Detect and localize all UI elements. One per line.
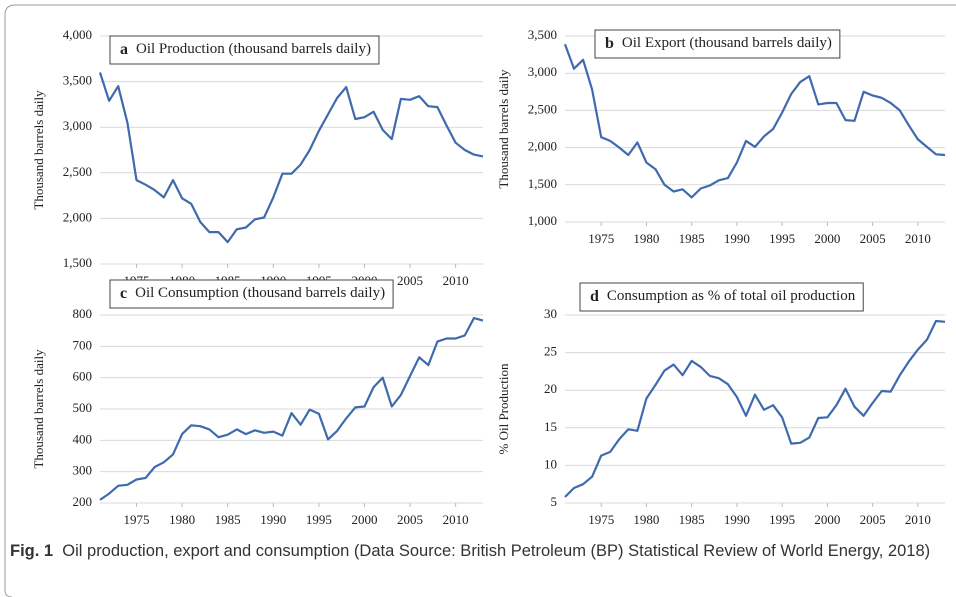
y-tick-label: 2,500	[528, 101, 557, 116]
y-tick-label: 2,000	[528, 139, 557, 154]
y-tick-label: 400	[73, 431, 93, 446]
chart-title: c Oil Consumption (thousand barrels daily…	[120, 285, 385, 302]
x-tick-label: 1985	[679, 512, 705, 527]
x-tick-label: 1990	[724, 512, 750, 527]
x-tick-label: 1985	[679, 231, 705, 246]
y-tick-label: 600	[73, 369, 93, 384]
x-tick-label: 1975	[123, 512, 149, 527]
title-box: b Oil Export (thousand barrels daily)	[594, 29, 841, 59]
caption-text: Oil production, export and consumption (…	[62, 542, 931, 560]
title-text: Oil Export (thousand barrels daily)	[622, 35, 832, 51]
chart-title: b Oil Export (thousand barrels daily)	[605, 35, 832, 52]
x-tick-label: 2010	[443, 512, 469, 527]
y-tick-label: 1,000	[528, 213, 557, 228]
y-tick-label: 20	[544, 381, 557, 396]
title-frame	[594, 29, 841, 59]
x-tick-label: 1980	[633, 512, 659, 527]
panel-letter: c	[120, 285, 127, 302]
x-tick-label: 1980	[633, 231, 659, 246]
title-frame	[109, 279, 394, 309]
y-axis-label: Thousand barrels daily	[31, 349, 46, 469]
x-tick-label: 1995	[306, 512, 332, 527]
title-text: Oil Production (thousand barrels daily)	[136, 41, 371, 57]
y-tick-label: 25	[544, 344, 557, 359]
data-line	[99, 317, 484, 501]
title-frame	[579, 282, 864, 312]
x-tick-label: 1990	[260, 512, 286, 527]
chart-title: a Oil Production (thousand barrels daily)	[120, 41, 371, 58]
x-tick-label: 1980	[169, 512, 195, 527]
data-line	[564, 319, 946, 498]
y-tick-label: 3,500	[528, 27, 557, 42]
x-tick-label: 2010	[443, 273, 469, 288]
y-axis-label: Thousand barrels daily	[31, 90, 46, 210]
y-tick-label: 800	[73, 306, 93, 321]
y-tick-label: 5	[551, 494, 558, 509]
title-box: c Oil Consumption (thousand barrels daily…	[109, 279, 394, 309]
x-tick-label: 1975	[588, 231, 614, 246]
data-line	[563, 43, 946, 199]
y-tick-label: 10	[544, 456, 557, 471]
y-tick-label: 3,500	[63, 73, 92, 88]
panel-letter: b	[605, 35, 614, 52]
x-tick-label: 1990	[724, 231, 750, 246]
x-tick-label: 2000	[814, 231, 840, 246]
x-tick-label: 2000	[351, 512, 377, 527]
x-tick-label: 2005	[860, 512, 886, 527]
title-text: Consumption as % of total oil production	[607, 288, 856, 304]
panel-letter: d	[590, 288, 599, 305]
y-tick-label: 700	[73, 337, 93, 352]
title-box: d Consumption as % of total oil productio…	[579, 282, 864, 312]
y-tick-label: 3,000	[63, 118, 92, 133]
y-tick-label: 30	[544, 306, 557, 321]
y-tick-label: 300	[73, 463, 93, 478]
y-tick-label: 1,500	[63, 255, 92, 270]
y-tick-label: 1,500	[528, 176, 557, 191]
y-axis-label: Thousand barrels daily	[496, 69, 511, 189]
title-frame	[109, 35, 380, 65]
x-tick-label: 2010	[905, 512, 931, 527]
panel-letter: a	[120, 41, 128, 58]
y-tick-label: 15	[544, 419, 557, 434]
title-box: a Oil Production (thousand barrels daily)	[109, 35, 380, 65]
y-axis-label: % Oil Production	[496, 363, 511, 454]
caption: Fig. 1 Oil production, export and consum…	[10, 540, 940, 562]
caption-label: Fig. 1	[10, 542, 54, 560]
x-tick-label: 2005	[397, 512, 423, 527]
y-tick-label: 2,000	[63, 209, 92, 224]
x-tick-label: 2005	[397, 273, 423, 288]
y-tick-label: 200	[73, 494, 93, 509]
y-tick-label: 4,000	[63, 27, 92, 42]
chart-title: d Consumption as % of total oil productio…	[590, 288, 856, 305]
y-tick-label: 3,000	[528, 64, 557, 79]
data-line	[98, 72, 484, 244]
x-tick-label: 1995	[769, 231, 795, 246]
x-tick-label: 1975	[588, 512, 614, 527]
x-tick-label: 1985	[215, 512, 241, 527]
frame	[4, 4, 956, 597]
y-tick-label: 2,500	[63, 164, 92, 179]
title-text: Oil Consumption (thousand barrels daily)	[135, 285, 385, 301]
x-tick-label: 1995	[769, 512, 795, 527]
y-tick-label: 500	[73, 400, 93, 415]
x-tick-label: 2005	[860, 231, 886, 246]
x-tick-label: 2000	[814, 512, 840, 527]
x-tick-label: 2010	[905, 231, 931, 246]
